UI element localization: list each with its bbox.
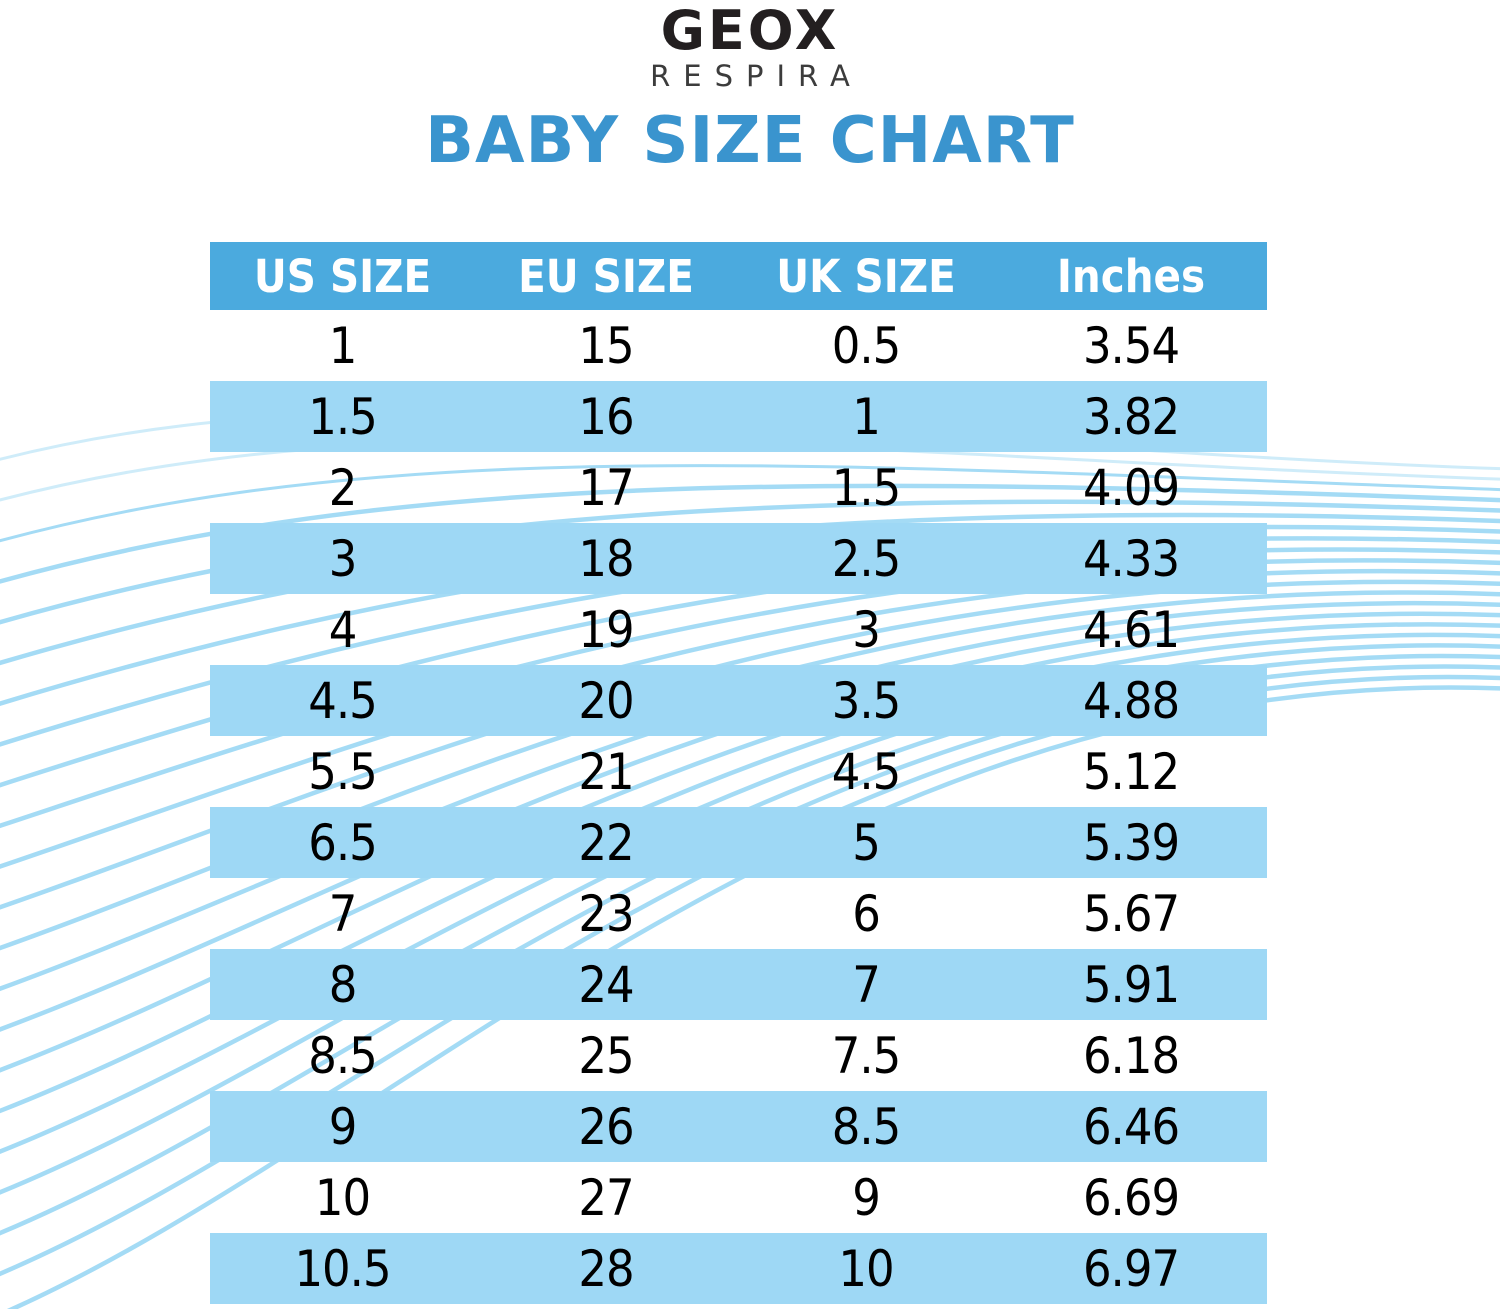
cell-us-size: 4.5 [210,665,475,736]
cell-uk-size: 9 [852,1168,881,1227]
table-row: 3 18 2.5 4.33 [210,523,1267,594]
cell-eu-size: 27 [578,1168,634,1227]
cell-eu-size: 25 [578,1026,634,1085]
cell-inches: 4.33 [995,523,1267,594]
cell-us-size: 3 [210,523,475,594]
cell-eu-size: 17 [578,458,634,517]
brand-name: GEOX [660,0,840,62]
table-row: 8.5 25 7.5 6.18 [210,1020,1267,1091]
cell-us-size: 5.5 [308,742,378,801]
cell-eu-size: 20 [475,665,737,736]
table-row: 8 24 7 5.91 [210,949,1267,1020]
cell-us-size: 10 [314,1168,371,1227]
column-header-eu-size: EU SIZE [475,242,737,310]
page-title: BABY SIZE CHART [425,104,1075,178]
cell-us-size: 8.5 [308,1026,378,1085]
cell-us-size: 9 [210,1091,475,1162]
cell-us-size: 6.5 [210,807,475,878]
cell-eu-size: 18 [475,523,737,594]
cell-uk-size: 1.5 [831,458,902,517]
cell-inches: 4.61 [1082,600,1180,659]
cell-eu-size: 22 [475,807,737,878]
cell-eu-size: 23 [578,884,634,943]
cell-inches: 4.09 [1082,458,1180,517]
table-row: 10.5 28 10 6.97 [210,1233,1267,1304]
cell-uk-size: 2.5 [737,523,995,594]
table-row: 7 23 6 5.67 [210,878,1267,949]
cell-us-size: 2 [328,458,358,517]
table-header-row: US SIZE EU SIZE UK SIZE Inches [210,242,1267,310]
cell-eu-size: 16 [475,381,737,452]
cell-eu-size: 19 [578,600,634,659]
table-row: 9 26 8.5 6.46 [210,1091,1267,1162]
cell-uk-size: 8.5 [737,1091,995,1162]
size-chart-table: US SIZE EU SIZE UK SIZE Inches 1 15 0.5 3.5… [210,242,1267,1304]
cell-inches: 6.69 [1082,1168,1180,1227]
cell-us-size: 10.5 [210,1233,475,1304]
cell-uk-size: 7.5 [831,1026,902,1085]
table-row: 4 19 3 4.61 [210,594,1267,665]
cell-inches: 5.67 [1082,884,1180,943]
column-header-uk-size: UK SIZE [737,242,995,310]
table-row: 6.5 22 5 5.39 [210,807,1267,878]
cell-inches: 4.88 [995,665,1267,736]
table-body: 1 15 0.5 3.54 1.5 16 1 3.82 2 17 1.5 4.09 3 18 2.5 4.33… [210,310,1267,1304]
cell-us-size: 8 [210,949,475,1020]
table-row: 5.5 21 4.5 5.12 [210,736,1267,807]
column-header-us-size: US SIZE [210,242,475,310]
cell-uk-size: 7 [737,949,995,1020]
cell-eu-size: 24 [475,949,737,1020]
brand-logo: GEOX RESPIRA [0,4,1500,94]
cell-inches: 5.39 [995,807,1267,878]
cell-us-size: 7 [328,884,358,943]
table-row: 2 17 1.5 4.09 [210,452,1267,523]
cell-us-size: 1.5 [210,381,475,452]
cell-uk-size: 0.5 [831,316,902,375]
cell-uk-size: 1 [737,381,995,452]
cell-inches: 5.12 [1082,742,1180,801]
cell-inches: 3.82 [995,381,1267,452]
table-row: 4.5 20 3.5 4.88 [210,665,1267,736]
cell-uk-size: 10 [737,1233,995,1304]
cell-inches: 5.91 [995,949,1267,1020]
table-header: US SIZE EU SIZE UK SIZE Inches [210,242,1267,310]
cell-uk-size: 4.5 [831,742,902,801]
cell-eu-size: 21 [578,742,634,801]
column-header-inches: Inches [995,242,1267,310]
cell-uk-size: 6 [852,884,881,943]
cell-inches: 3.54 [1082,316,1180,375]
brand-tagline: RESPIRA [650,59,863,93]
table-row: 10 27 9 6.69 [210,1162,1267,1233]
cell-uk-size: 5 [737,807,995,878]
cell-inches: 6.97 [995,1233,1267,1304]
cell-uk-size: 3.5 [737,665,995,736]
cell-inches: 6.46 [995,1091,1267,1162]
cell-eu-size: 26 [475,1091,737,1162]
cell-eu-size: 28 [475,1233,737,1304]
cell-uk-size: 3 [852,600,881,659]
cell-us-size: 1 [328,316,358,375]
cell-us-size: 4 [328,600,358,659]
table-row: 1 15 0.5 3.54 [210,310,1267,381]
table-row: 1.5 16 1 3.82 [210,381,1267,452]
cell-eu-size: 15 [578,316,634,375]
cell-inches: 6.18 [1082,1026,1180,1085]
